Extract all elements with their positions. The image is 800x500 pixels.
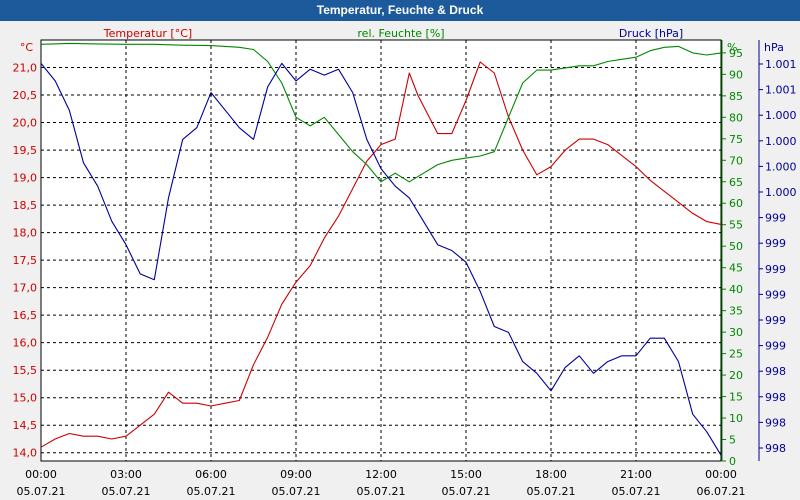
humidity-tick-label: 40 <box>729 283 743 296</box>
humidity-tick-label: 60 <box>729 197 743 210</box>
humidity-tick-label: 30 <box>729 326 743 339</box>
humidity-tick-label: 70 <box>729 154 743 167</box>
temperature-tick-label: 17,0 <box>13 282 38 295</box>
humidity-tick-label: 45 <box>729 262 743 275</box>
x-tick-date: 05.07.21 <box>17 485 66 498</box>
temperature-tick-label: 14,0 <box>13 447 38 460</box>
pressure-tick-label: 998 <box>765 442 786 455</box>
temperature-tick-label: 17,5 <box>13 254 38 267</box>
humidity-tick-label: 50 <box>729 240 743 253</box>
x-tick-date: 05.07.21 <box>272 485 321 498</box>
temperature-tick-label: 16,5 <box>13 309 38 322</box>
pressure-series-line <box>40 62 722 456</box>
humidity-tick-label: 20 <box>729 369 743 382</box>
humidity-tick-label: 95 <box>729 47 743 60</box>
pressure-tick-label: 999 <box>765 340 786 353</box>
pressure-tick-label: 999 <box>765 263 786 276</box>
window-title: Temperatur, Feuchte & Druck <box>0 0 800 21</box>
pressure-tick-label: 998 <box>765 416 786 429</box>
x-tick-date: 05.07.21 <box>102 485 151 498</box>
humidity-tick-label: 55 <box>729 219 743 232</box>
humidity-tick-label: 5 <box>729 434 736 447</box>
temperature-tick-label: 20,5 <box>13 89 38 102</box>
x-tick-date: 05.07.21 <box>187 485 236 498</box>
humidity-tick-label: 10 <box>729 412 743 425</box>
temperature-series-line <box>40 61 722 448</box>
temperature-tick-label: 15,0 <box>13 392 38 405</box>
x-tick-label: 00:00 <box>25 468 57 481</box>
axes-group: 00:00 05.07.21 03:00 05.07.21 06:00 05.07.21 0… <box>13 27 797 498</box>
pressure-tick-label: 999 <box>765 237 786 250</box>
humidity-tick-label: 85 <box>729 90 743 103</box>
humidity-tick-label: 80 <box>729 111 743 124</box>
pressure-axis-label: Druck [hPa] <box>619 27 683 40</box>
x-tick-label: 09:00 <box>280 468 312 481</box>
x-tick-date: 05.07.21 <box>442 485 491 498</box>
x-tick-label: 21:00 <box>620 468 652 481</box>
humidity-tick-label: 90 <box>729 68 743 81</box>
humidity-tick-label: 65 <box>729 176 743 189</box>
x-tick-label: 12:00 <box>365 468 397 481</box>
humidity-tick-label: 0 <box>729 455 736 468</box>
pressure-tick-label: 999 <box>765 288 786 301</box>
pressure-tick-label: 1.000 <box>765 135 797 148</box>
humidity-tick-label: 75 <box>729 133 743 146</box>
temperature-unit: °C <box>20 41 34 54</box>
x-tick-label: 18:00 <box>535 468 567 481</box>
pressure-tick-label: 998 <box>765 365 786 378</box>
series-group <box>40 42 722 456</box>
pressure-tick-label: 1.001 <box>765 84 797 97</box>
temperature-tick-label: 15,5 <box>13 364 38 377</box>
humidity-tick-label: 25 <box>729 348 743 361</box>
x-tick-date: 05.07.21 <box>357 485 406 498</box>
pressure-tick-label: 998 <box>765 391 786 404</box>
humidity-tick-label: 35 <box>729 305 743 318</box>
pressure-unit: hPa <box>764 41 784 54</box>
pressure-tick-label: 1.001 <box>765 58 797 71</box>
x-tick-label: 06:00 <box>195 468 227 481</box>
temperature-tick-label: 18,5 <box>13 199 38 212</box>
x-tick-date: 05.07.21 <box>612 485 661 498</box>
temperature-axis-label: Temperatur [°C] <box>103 27 192 40</box>
temperature-tick-label: 18,0 <box>13 227 38 240</box>
pressure-tick-label: 1.000 <box>765 109 797 122</box>
humidity-tick-label: 15 <box>729 391 743 404</box>
temperature-tick-label: 19,0 <box>13 172 38 185</box>
temperature-tick-label: 16,0 <box>13 337 38 350</box>
x-tick-date: 06.07.21 <box>697 485 746 498</box>
pressure-tick-label: 1.000 <box>765 160 797 173</box>
pressure-tick-label: 999 <box>765 212 786 225</box>
x-tick-label: 15:00 <box>450 468 482 481</box>
pressure-tick-label: 999 <box>765 314 786 327</box>
pressure-tick-label: 1.000 <box>765 186 797 199</box>
temperature-tick-label: 21,0 <box>13 62 38 75</box>
x-tick-date: 05.07.21 <box>527 485 576 498</box>
x-tick-label: 03:00 <box>110 468 142 481</box>
humidity-axis-label: rel. Feuchte [%] <box>357 27 444 40</box>
x-tick-label: 00:00 <box>705 468 737 481</box>
temperature-tick-label: 20,0 <box>13 117 38 130</box>
temperature-tick-label: 14,5 <box>13 419 38 432</box>
humidity-series-line <box>40 42 722 183</box>
humidity-unit: % <box>727 41 737 54</box>
temperature-tick-label: 19,5 <box>13 144 38 157</box>
gridlines <box>41 40 721 461</box>
